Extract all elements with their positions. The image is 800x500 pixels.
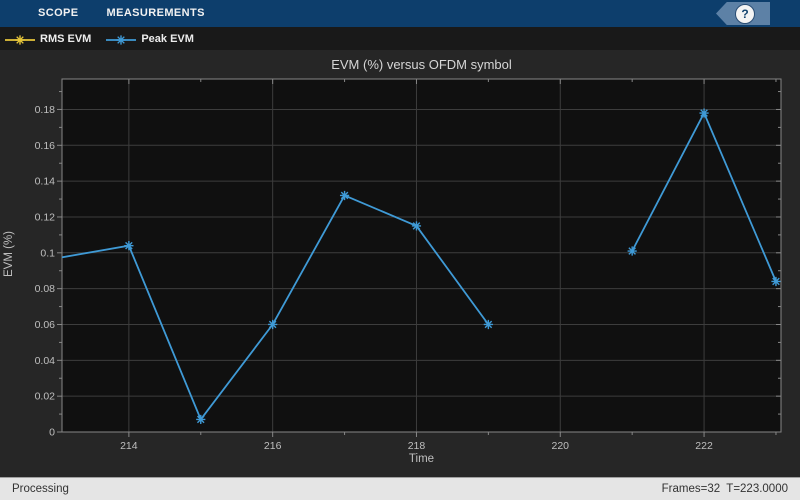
svg-text:0.12: 0.12 bbox=[35, 211, 56, 223]
tab-measurements[interactable]: MEASUREMENTS bbox=[106, 7, 205, 19]
tab-scope[interactable]: SCOPE bbox=[38, 7, 79, 19]
svg-text:0: 0 bbox=[49, 427, 55, 439]
peak-evm-marker-icon bbox=[106, 33, 137, 45]
y-axis-label: EVM (%) bbox=[3, 231, 15, 277]
legend-label: Peak EVM bbox=[141, 32, 194, 45]
legend-item-rms-evm[interactable]: RMS EVM bbox=[5, 33, 91, 45]
svg-text:0.08: 0.08 bbox=[35, 283, 56, 295]
svg-text:220: 220 bbox=[552, 440, 570, 452]
status-bar: Processing Frames=32 T=223.0000 bbox=[0, 477, 800, 500]
svg-text:216: 216 bbox=[264, 440, 282, 452]
svg-text:218: 218 bbox=[408, 440, 426, 452]
plot-title: EVM (%) versus OFDM symbol bbox=[331, 57, 512, 72]
svg-text:0.16: 0.16 bbox=[35, 140, 56, 152]
legend-bar: RMS EVM Peak EVM bbox=[0, 27, 800, 50]
plot-canvas[interactable]: 214 216 218 220 222 0 0.02 0.04 0.06 0.08 0.1 0.12 0… bbox=[0, 50, 800, 482]
svg-text:0.04: 0.04 bbox=[35, 355, 56, 367]
svg-text:0.18: 0.18 bbox=[35, 104, 56, 116]
svg-text:222: 222 bbox=[695, 440, 713, 452]
status-processing: Processing bbox=[12, 483, 69, 495]
legend-item-peak-evm[interactable]: Peak EVM bbox=[106, 33, 194, 45]
help-button[interactable]: ? bbox=[716, 2, 770, 25]
help-icon: ? bbox=[735, 3, 755, 24]
svg-text:0.1: 0.1 bbox=[40, 247, 55, 259]
svg-text:214: 214 bbox=[120, 440, 138, 452]
figure-area: 214 216 218 220 222 0 0.02 0.04 0.06 0.08 0.1 0.12 0… bbox=[0, 50, 800, 477]
svg-text:0.02: 0.02 bbox=[35, 391, 56, 403]
toolstrip: SCOPE MEASUREMENTS ? bbox=[0, 0, 800, 27]
legend-label: RMS EVM bbox=[40, 32, 92, 45]
x-axis-label: Time bbox=[408, 453, 435, 465]
status-frames-time: Frames=32 T=223.0000 bbox=[661, 483, 788, 495]
svg-text:0.06: 0.06 bbox=[35, 319, 56, 331]
rms-evm-marker-icon bbox=[5, 33, 35, 45]
svg-text:0.14: 0.14 bbox=[35, 176, 56, 188]
